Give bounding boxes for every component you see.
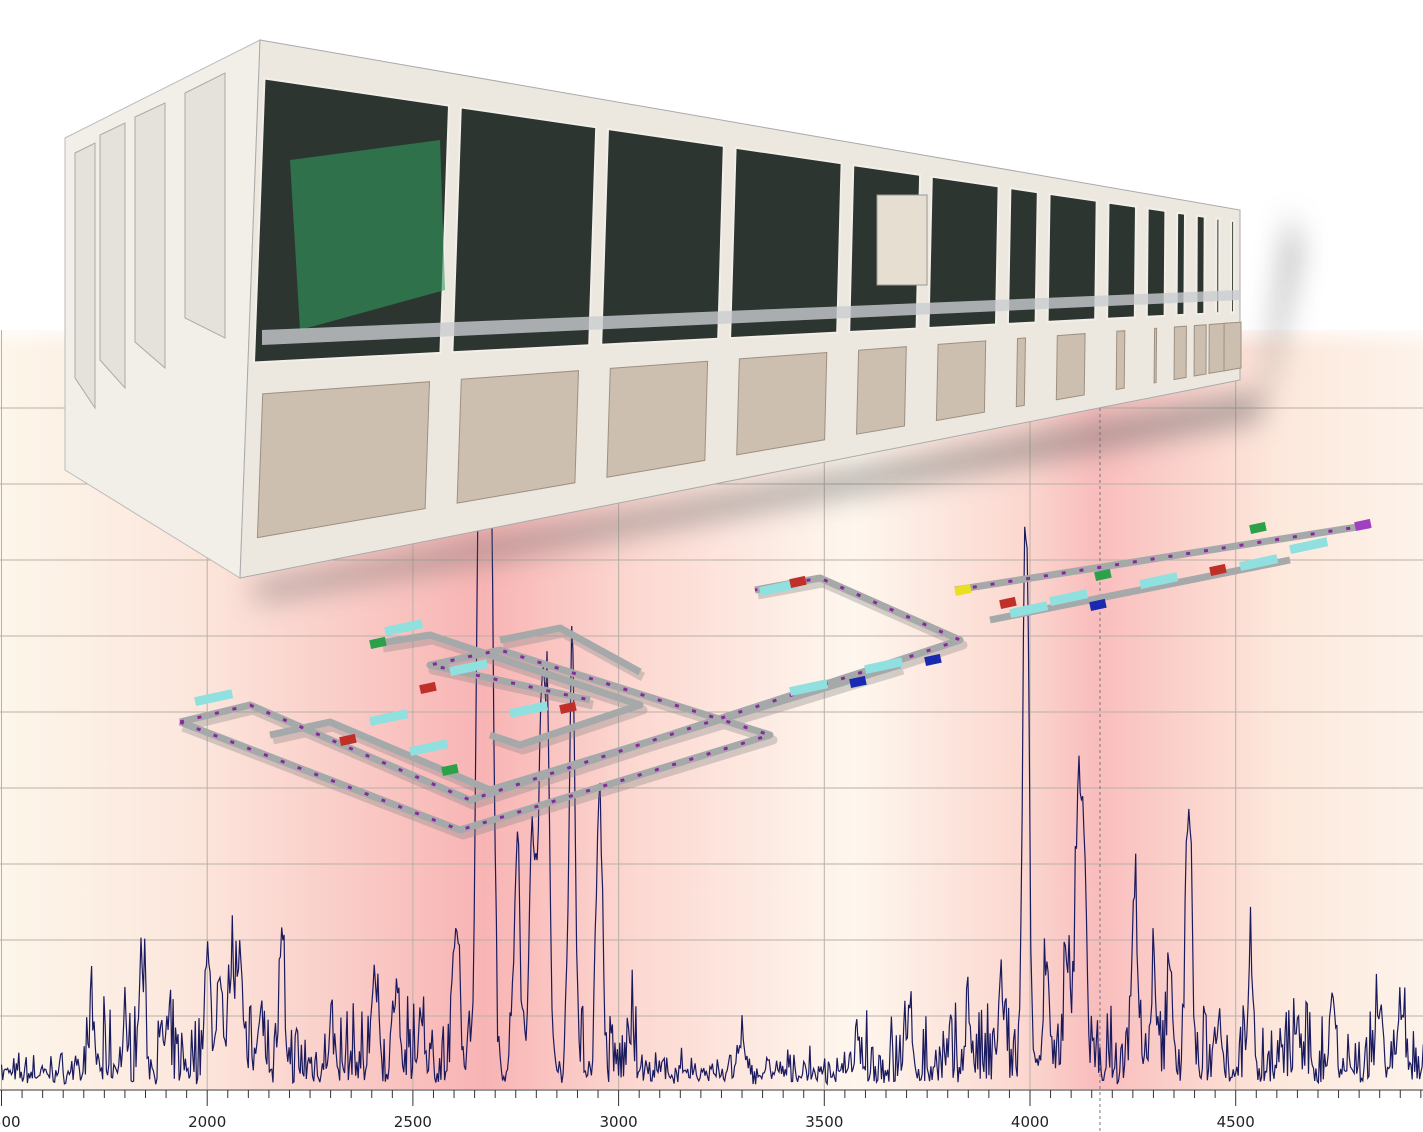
station-marker	[1289, 537, 1329, 554]
lower-panel	[736, 351, 828, 456]
lower-panel	[855, 346, 907, 435]
station-marker	[759, 579, 799, 596]
station-marker	[409, 739, 449, 756]
station-marker	[864, 657, 904, 674]
track-line	[954, 521, 1371, 594]
track-markings	[179, 523, 1371, 832]
x-tick-label: 2500	[394, 1113, 432, 1131]
station-marker	[954, 583, 972, 596]
lower-panel	[1223, 321, 1242, 372]
station-marker	[1089, 598, 1107, 611]
track-loop	[379, 631, 644, 749]
glass-pane	[1006, 186, 1039, 325]
station-marker	[789, 679, 829, 696]
glass-pane	[1175, 211, 1187, 317]
lower-panel	[606, 360, 709, 478]
glass-pane	[1046, 192, 1098, 323]
side-pane	[184, 72, 226, 339]
station-marker	[999, 596, 1017, 609]
station-marker	[924, 653, 942, 666]
station-marker	[1094, 568, 1112, 581]
track-layout-diagram	[178, 518, 1372, 840]
station-marker	[369, 636, 387, 649]
lower-panel	[1173, 325, 1187, 381]
lower-panel	[1015, 337, 1027, 408]
lower-panel	[1193, 324, 1207, 377]
spectrum-line	[0, 417, 1423, 1086]
machinery	[290, 140, 445, 330]
machine-enclosure-photo	[64, 39, 1300, 600]
station-marker	[1249, 521, 1267, 534]
lower-panel	[1055, 333, 1086, 401]
station-marker	[441, 763, 459, 776]
station-marker	[789, 575, 807, 588]
station-marker	[559, 701, 577, 714]
x-axis-ticks	[1, 1090, 1422, 1106]
glass-pane	[927, 175, 1000, 330]
track-loop	[499, 624, 642, 676]
glass-pane	[1230, 219, 1236, 314]
station-marker	[384, 619, 424, 636]
glass-pane	[1215, 217, 1221, 315]
station-marker	[509, 701, 549, 718]
glass-pane	[1195, 214, 1206, 316]
x-tick-label: 3500	[805, 1113, 843, 1131]
station-marker	[194, 689, 234, 706]
lower-panel	[1115, 330, 1126, 391]
station-marker	[339, 733, 357, 746]
station-marker	[1239, 554, 1279, 571]
glass-pane	[1145, 207, 1167, 318]
station-marker	[1009, 601, 1049, 618]
x-tick-label: 4000	[1011, 1113, 1049, 1131]
conveyor	[262, 290, 1240, 345]
station-marker	[1139, 572, 1179, 589]
side-pane	[134, 102, 166, 370]
x-tick-label: 4500	[1217, 1113, 1255, 1131]
station-marker	[449, 659, 489, 676]
station-marker	[369, 709, 409, 726]
station-marker	[849, 675, 867, 688]
lower-panel	[456, 370, 580, 504]
station-marker	[1209, 563, 1227, 576]
lower-panel	[256, 381, 431, 539]
station-marker	[1049, 589, 1089, 606]
x-tick-label: 1500	[0, 1113, 21, 1131]
stations	[194, 518, 1372, 776]
side-pane	[74, 142, 96, 410]
track-loop	[269, 661, 902, 794]
x-tick-label: 3000	[600, 1113, 638, 1131]
control-panel	[876, 194, 928, 286]
machine-panes	[74, 72, 1242, 539]
glass-pane	[729, 146, 843, 340]
glass-pane	[1106, 201, 1138, 320]
lower-panel	[1153, 327, 1158, 384]
x-tick-label: 2000	[188, 1113, 226, 1131]
glass-pane	[451, 106, 598, 354]
glass-pane	[600, 127, 725, 346]
station-marker	[1354, 518, 1372, 531]
lower-panel	[935, 340, 987, 422]
side-pane	[99, 122, 126, 390]
station-marker	[419, 681, 437, 694]
